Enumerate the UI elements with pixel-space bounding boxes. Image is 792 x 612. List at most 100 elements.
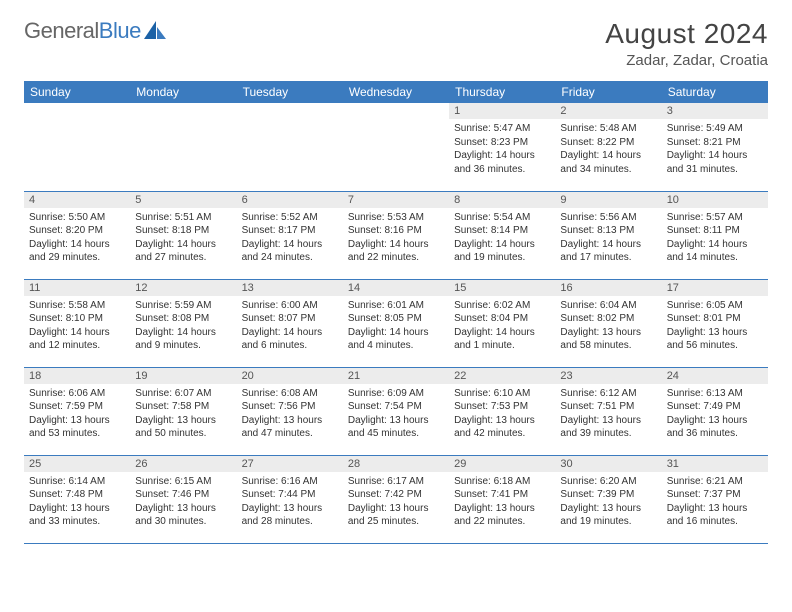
- day-number: 27: [237, 456, 343, 472]
- day-number: 24: [662, 368, 768, 384]
- calendar-cell: 7Sunrise: 5:53 AMSunset: 8:16 PMDaylight…: [343, 191, 449, 279]
- calendar-cell: 10Sunrise: 5:57 AMSunset: 8:11 PMDayligh…: [662, 191, 768, 279]
- calendar-cell: 27Sunrise: 6:16 AMSunset: 7:44 PMDayligh…: [237, 455, 343, 543]
- month-title: August 2024: [605, 18, 768, 50]
- day-number: 21: [343, 368, 449, 384]
- calendar-cell: 3Sunrise: 5:49 AMSunset: 8:21 PMDaylight…: [662, 103, 768, 191]
- calendar-cell: 11Sunrise: 5:58 AMSunset: 8:10 PMDayligh…: [24, 279, 130, 367]
- day-details: Sunrise: 6:18 AMSunset: 7:41 PMDaylight:…: [449, 472, 555, 532]
- calendar-cell: 13Sunrise: 6:00 AMSunset: 8:07 PMDayligh…: [237, 279, 343, 367]
- day-number: 19: [130, 368, 236, 384]
- calendar-cell: 29Sunrise: 6:18 AMSunset: 7:41 PMDayligh…: [449, 455, 555, 543]
- day-details: Sunrise: 5:56 AMSunset: 8:13 PMDaylight:…: [555, 208, 661, 268]
- location: Zadar, Zadar, Croatia: [605, 52, 768, 69]
- logo-text: GeneralBlue: [24, 18, 141, 44]
- calendar-cell: 1Sunrise: 5:47 AMSunset: 8:23 PMDaylight…: [449, 103, 555, 191]
- day-details: Sunrise: 6:07 AMSunset: 7:58 PMDaylight:…: [130, 384, 236, 444]
- day-details: Sunrise: 5:51 AMSunset: 8:18 PMDaylight:…: [130, 208, 236, 268]
- day-number: 4: [24, 192, 130, 208]
- calendar-cell: [237, 103, 343, 191]
- calendar-cell: 2Sunrise: 5:48 AMSunset: 8:22 PMDaylight…: [555, 103, 661, 191]
- day-number: 28: [343, 456, 449, 472]
- day-number: 31: [662, 456, 768, 472]
- day-number: 2: [555, 103, 661, 119]
- calendar-cell: [24, 103, 130, 191]
- day-header: Saturday: [662, 81, 768, 103]
- calendar-cell: 9Sunrise: 5:56 AMSunset: 8:13 PMDaylight…: [555, 191, 661, 279]
- day-number: 1: [449, 103, 555, 119]
- day-details: Sunrise: 5:47 AMSunset: 8:23 PMDaylight:…: [449, 119, 555, 179]
- day-details: Sunrise: 6:09 AMSunset: 7:54 PMDaylight:…: [343, 384, 449, 444]
- day-number: 26: [130, 456, 236, 472]
- day-number: 22: [449, 368, 555, 384]
- day-details: Sunrise: 6:20 AMSunset: 7:39 PMDaylight:…: [555, 472, 661, 532]
- day-details: Sunrise: 5:59 AMSunset: 8:08 PMDaylight:…: [130, 296, 236, 356]
- day-number: 8: [449, 192, 555, 208]
- day-header: Tuesday: [237, 81, 343, 103]
- day-details: Sunrise: 5:58 AMSunset: 8:10 PMDaylight:…: [24, 296, 130, 356]
- day-number: 10: [662, 192, 768, 208]
- day-number: 9: [555, 192, 661, 208]
- day-number: 7: [343, 192, 449, 208]
- day-details: Sunrise: 6:00 AMSunset: 8:07 PMDaylight:…: [237, 296, 343, 356]
- day-details: Sunrise: 6:14 AMSunset: 7:48 PMDaylight:…: [24, 472, 130, 532]
- calendar-cell: 16Sunrise: 6:04 AMSunset: 8:02 PMDayligh…: [555, 279, 661, 367]
- day-details: Sunrise: 6:10 AMSunset: 7:53 PMDaylight:…: [449, 384, 555, 444]
- day-details: Sunrise: 6:15 AMSunset: 7:46 PMDaylight:…: [130, 472, 236, 532]
- calendar-cell: 30Sunrise: 6:20 AMSunset: 7:39 PMDayligh…: [555, 455, 661, 543]
- calendar-cell: 26Sunrise: 6:15 AMSunset: 7:46 PMDayligh…: [130, 455, 236, 543]
- calendar-cell: 12Sunrise: 5:59 AMSunset: 8:08 PMDayligh…: [130, 279, 236, 367]
- sail-icon: [144, 21, 168, 41]
- day-number: 17: [662, 280, 768, 296]
- day-header: Friday: [555, 81, 661, 103]
- calendar-cell: 8Sunrise: 5:54 AMSunset: 8:14 PMDaylight…: [449, 191, 555, 279]
- day-details: Sunrise: 5:48 AMSunset: 8:22 PMDaylight:…: [555, 119, 661, 179]
- day-details: Sunrise: 5:53 AMSunset: 8:16 PMDaylight:…: [343, 208, 449, 268]
- day-number: 15: [449, 280, 555, 296]
- calendar-cell: 22Sunrise: 6:10 AMSunset: 7:53 PMDayligh…: [449, 367, 555, 455]
- day-number: 12: [130, 280, 236, 296]
- calendar-cell: 24Sunrise: 6:13 AMSunset: 7:49 PMDayligh…: [662, 367, 768, 455]
- day-details: Sunrise: 5:52 AMSunset: 8:17 PMDaylight:…: [237, 208, 343, 268]
- day-header: Wednesday: [343, 81, 449, 103]
- day-number: 25: [24, 456, 130, 472]
- day-details: Sunrise: 6:05 AMSunset: 8:01 PMDaylight:…: [662, 296, 768, 356]
- calendar-cell: [130, 103, 236, 191]
- day-details: Sunrise: 6:02 AMSunset: 8:04 PMDaylight:…: [449, 296, 555, 356]
- day-details: Sunrise: 6:17 AMSunset: 7:42 PMDaylight:…: [343, 472, 449, 532]
- calendar-cell: 31Sunrise: 6:21 AMSunset: 7:37 PMDayligh…: [662, 455, 768, 543]
- calendar-cell: 5Sunrise: 5:51 AMSunset: 8:18 PMDaylight…: [130, 191, 236, 279]
- day-details: Sunrise: 6:08 AMSunset: 7:56 PMDaylight:…: [237, 384, 343, 444]
- day-details: Sunrise: 6:12 AMSunset: 7:51 PMDaylight:…: [555, 384, 661, 444]
- calendar-cell: 14Sunrise: 6:01 AMSunset: 8:05 PMDayligh…: [343, 279, 449, 367]
- calendar-cell: 28Sunrise: 6:17 AMSunset: 7:42 PMDayligh…: [343, 455, 449, 543]
- day-number: 14: [343, 280, 449, 296]
- day-details: Sunrise: 5:57 AMSunset: 8:11 PMDaylight:…: [662, 208, 768, 268]
- day-details: Sunrise: 6:13 AMSunset: 7:49 PMDaylight:…: [662, 384, 768, 444]
- day-number: 18: [24, 368, 130, 384]
- calendar-cell: 21Sunrise: 6:09 AMSunset: 7:54 PMDayligh…: [343, 367, 449, 455]
- calendar-cell: 4Sunrise: 5:50 AMSunset: 8:20 PMDaylight…: [24, 191, 130, 279]
- calendar-cell: 6Sunrise: 5:52 AMSunset: 8:17 PMDaylight…: [237, 191, 343, 279]
- calendar-cell: 19Sunrise: 6:07 AMSunset: 7:58 PMDayligh…: [130, 367, 236, 455]
- day-number: 3: [662, 103, 768, 119]
- calendar-cell: 25Sunrise: 6:14 AMSunset: 7:48 PMDayligh…: [24, 455, 130, 543]
- day-number: 13: [237, 280, 343, 296]
- day-header: Thursday: [449, 81, 555, 103]
- calendar-cell: 17Sunrise: 6:05 AMSunset: 8:01 PMDayligh…: [662, 279, 768, 367]
- day-number: 20: [237, 368, 343, 384]
- calendar-table: SundayMondayTuesdayWednesdayThursdayFrid…: [24, 81, 768, 544]
- day-details: Sunrise: 5:54 AMSunset: 8:14 PMDaylight:…: [449, 208, 555, 268]
- day-details: Sunrise: 6:16 AMSunset: 7:44 PMDaylight:…: [237, 472, 343, 532]
- day-number: 23: [555, 368, 661, 384]
- logo: GeneralBlue: [24, 18, 168, 44]
- header: GeneralBlue August 2024 Zadar, Zadar, Cr…: [24, 18, 768, 69]
- day-number: 11: [24, 280, 130, 296]
- day-number: 16: [555, 280, 661, 296]
- day-details: Sunrise: 5:49 AMSunset: 8:21 PMDaylight:…: [662, 119, 768, 179]
- day-number: 30: [555, 456, 661, 472]
- calendar-cell: [343, 103, 449, 191]
- calendar-cell: 20Sunrise: 6:08 AMSunset: 7:56 PMDayligh…: [237, 367, 343, 455]
- calendar-cell: 23Sunrise: 6:12 AMSunset: 7:51 PMDayligh…: [555, 367, 661, 455]
- day-header: Sunday: [24, 81, 130, 103]
